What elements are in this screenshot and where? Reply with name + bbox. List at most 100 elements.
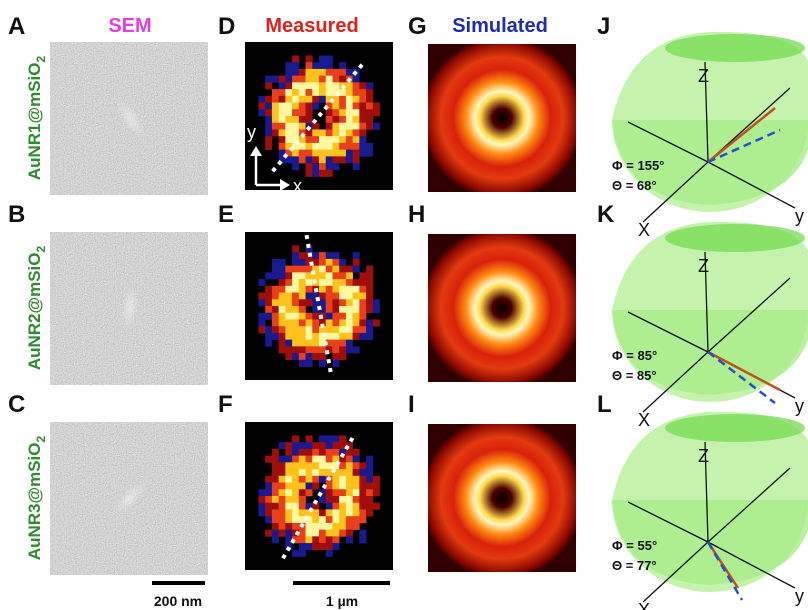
pixel [299, 306, 306, 313]
pixel [285, 456, 292, 463]
pixel [312, 476, 319, 483]
pixel [353, 483, 360, 490]
pixel [258, 496, 265, 503]
pixel [279, 469, 286, 476]
pixel [279, 96, 286, 103]
pixel [373, 489, 380, 496]
axis-label: Z [698, 256, 709, 276]
pixel [306, 469, 313, 476]
pixel [258, 293, 265, 300]
pixel [326, 516, 333, 523]
pixel [292, 69, 299, 76]
pixel [299, 469, 306, 476]
pixel [359, 306, 366, 313]
pixel [265, 530, 272, 537]
pixel [332, 299, 339, 306]
pixel [285, 116, 292, 123]
pixel [306, 136, 313, 143]
pixel [366, 469, 373, 476]
pixel [359, 530, 366, 537]
pixel [359, 483, 366, 490]
row-label-sub: 2 [34, 56, 48, 63]
pixel [332, 340, 339, 347]
pixel [346, 333, 353, 340]
pixel [346, 82, 353, 89]
pixel [346, 109, 353, 116]
pixel [279, 136, 286, 143]
pixel [319, 299, 326, 306]
pixel [312, 530, 319, 537]
pixel [366, 109, 373, 116]
pixel [285, 82, 292, 89]
pixel [346, 496, 353, 503]
pixel [292, 55, 299, 62]
pixel [366, 503, 373, 510]
pixel [326, 530, 333, 537]
pixel [346, 469, 353, 476]
pixel [366, 116, 373, 123]
pixel [292, 550, 299, 557]
pixel [346, 89, 353, 96]
pixel [339, 279, 346, 286]
pixel [319, 266, 326, 273]
pixel [306, 530, 313, 537]
pixel [312, 313, 319, 320]
pixel [299, 326, 306, 333]
pixel [319, 516, 326, 523]
pixel [346, 509, 353, 516]
pixel [292, 150, 299, 157]
pixel [299, 109, 306, 116]
pixel [359, 109, 366, 116]
panel-letter: H [408, 201, 425, 228]
pixel [319, 353, 326, 360]
pixel [332, 279, 339, 286]
pixel [326, 89, 333, 96]
pixel [332, 286, 339, 293]
pixel [299, 530, 306, 537]
pixel [279, 456, 286, 463]
pixel [272, 449, 279, 456]
pixel [299, 496, 306, 503]
pixel [299, 69, 306, 76]
pixel [326, 163, 333, 170]
pixel [279, 103, 286, 110]
pixel [366, 476, 373, 483]
pixel [312, 536, 319, 543]
pixel [326, 299, 333, 306]
pixel [285, 89, 292, 96]
row-label: AuNR1@mSiO2 [25, 56, 48, 181]
pixel [339, 469, 346, 476]
pixel [299, 293, 306, 300]
pixel [265, 503, 272, 510]
pixel [285, 326, 292, 333]
pixel [332, 503, 339, 510]
pixel [326, 550, 333, 557]
pixel [299, 279, 306, 286]
pixel [346, 266, 353, 273]
pixel [353, 252, 360, 259]
pixel [366, 272, 373, 279]
pixel [346, 279, 353, 286]
row-label-text: AuNR3@mSiO [25, 443, 44, 561]
pixel [279, 496, 286, 503]
pixel [272, 259, 279, 266]
pixel [332, 353, 339, 360]
pixel [319, 156, 326, 163]
pixel [285, 293, 292, 300]
hemisphere-cap [665, 34, 805, 62]
pixel [346, 313, 353, 320]
pixel [319, 476, 326, 483]
pixel [299, 96, 306, 103]
pixel [292, 442, 299, 449]
row-label-text: AuNR2@mSiO [25, 253, 44, 371]
pixel [373, 103, 380, 110]
pixel [306, 150, 313, 157]
pixel [339, 516, 346, 523]
pixel [353, 293, 360, 300]
pixel [353, 346, 360, 353]
pixel [312, 170, 319, 177]
pixel [299, 476, 306, 483]
pixel [353, 89, 360, 96]
pixel [326, 462, 333, 469]
pixel [353, 76, 360, 83]
